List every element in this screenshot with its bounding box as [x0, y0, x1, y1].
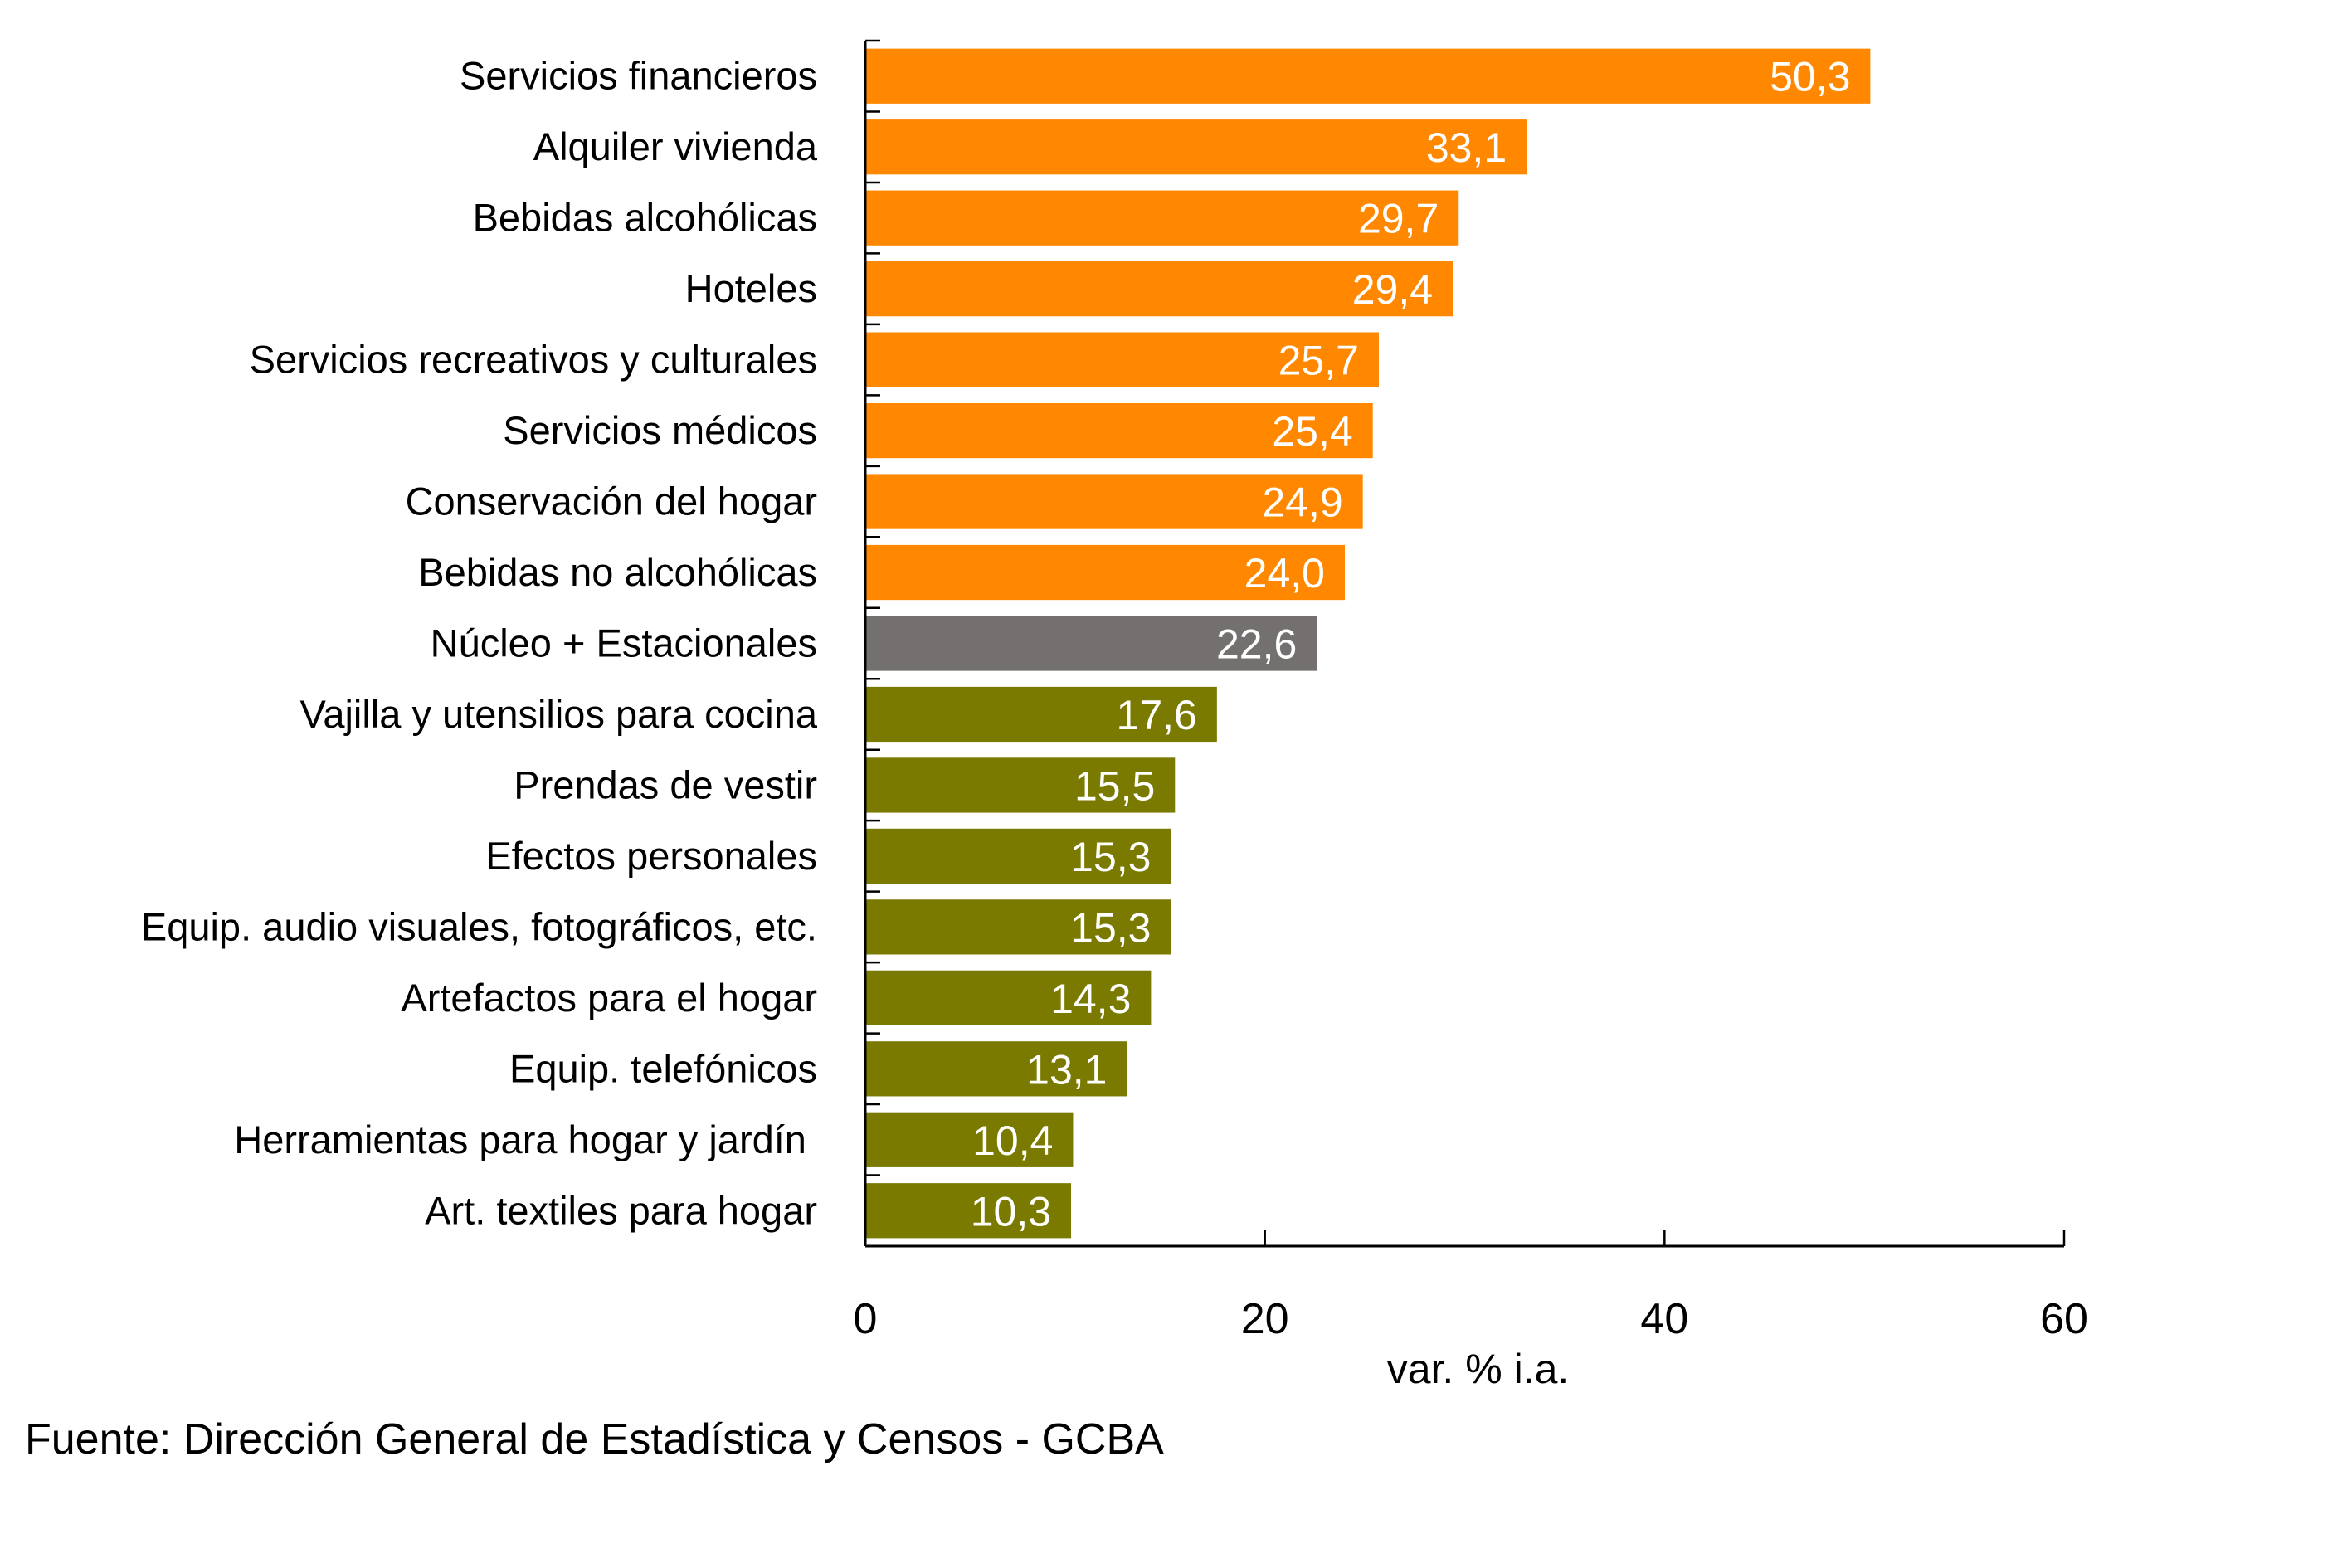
bar: [865, 757, 1176, 813]
bar: [865, 119, 1527, 175]
category-label: Servicios financieros: [460, 54, 817, 98]
bar: [865, 190, 1459, 246]
x-tick-label: 40: [1640, 1295, 1688, 1343]
x-axis-title: var. % i.a.: [1387, 1346, 1570, 1392]
bar: [865, 1112, 1074, 1167]
data-label: 29,4: [1352, 266, 1433, 313]
data-label: 15,3: [1070, 904, 1151, 951]
category-label: Bebidas no alcohólicas: [418, 550, 817, 594]
axes: [864, 41, 2064, 1248]
bar: [865, 828, 1171, 884]
data-label: 24,9: [1262, 480, 1342, 526]
bar: [865, 544, 1345, 601]
data-label: 29,7: [1358, 196, 1439, 242]
category-labels: Servicios financieros Alquiler vivienda Be…: [141, 54, 818, 1233]
category-label: Conservación del hogar: [406, 480, 817, 523]
category-label: Bebidas alcohólicas: [473, 196, 817, 240]
data-label: 15,5: [1074, 762, 1155, 809]
bar: [865, 261, 1454, 317]
bar: [865, 686, 1217, 743]
data-label: 50,3: [1770, 54, 1850, 100]
data-label: 17,6: [1117, 692, 1197, 738]
bar: [865, 48, 1871, 104]
data-label: 10,3: [971, 1188, 1051, 1234]
category-label: Hoteles: [685, 266, 817, 310]
x-tick-label: 60: [2040, 1295, 2088, 1343]
data-label: 25,7: [1278, 338, 1359, 384]
bar: [865, 332, 1379, 387]
data-label: 14,3: [1050, 976, 1131, 1022]
category-label: Artefactos para el hogar: [401, 976, 817, 1020]
data-label: 10,4: [972, 1118, 1053, 1164]
category-label: Núcleo + Estacionales: [431, 621, 817, 665]
category-label: Prendas de vestir: [514, 762, 817, 806]
data-label: 24,0: [1244, 550, 1325, 597]
data-label: 22,6: [1216, 621, 1297, 668]
bar: [865, 402, 1373, 459]
category-label: Alquiler vivienda: [533, 124, 818, 168]
category-label: Efectos personales: [485, 834, 817, 878]
bar: [865, 1041, 1127, 1097]
category-label: Art. textiles para hogar: [425, 1188, 817, 1232]
category-label: Herramientas para hogar y jardín: [234, 1118, 817, 1161]
x-axis-ticks: 0 20 40 60: [854, 39, 2088, 1343]
category-label: Vajilla y utensilios para cocina: [299, 692, 817, 736]
category-label: Equip. audio visuales, fotográficos, etc…: [141, 904, 817, 948]
data-label: 33,1: [1426, 124, 1507, 171]
category-label: Equip. telefónicos: [509, 1046, 817, 1090]
x-tick-label: 20: [1241, 1295, 1289, 1343]
source-note: Fuente: Dirección General de Estadística…: [25, 1415, 1164, 1463]
data-label: 25,4: [1272, 408, 1352, 455]
bars-layer: [865, 48, 1871, 1239]
data-label: 15,3: [1070, 834, 1151, 880]
bar: [865, 474, 1363, 529]
bar: [865, 616, 1317, 671]
bar: [865, 899, 1171, 955]
x-tick-label: 0: [854, 1295, 878, 1343]
data-label: 13,1: [1026, 1046, 1107, 1093]
data-labels: 50,3 33,1 29,7 29,4 25,7 25,4 24,9 24,0 22,6 17,6…: [971, 54, 1851, 1235]
category-label: Servicios médicos: [503, 408, 817, 452]
bar: [865, 970, 1152, 1025]
bar: [865, 1183, 1072, 1239]
category-label: Servicios recreativos y culturales: [250, 338, 817, 382]
